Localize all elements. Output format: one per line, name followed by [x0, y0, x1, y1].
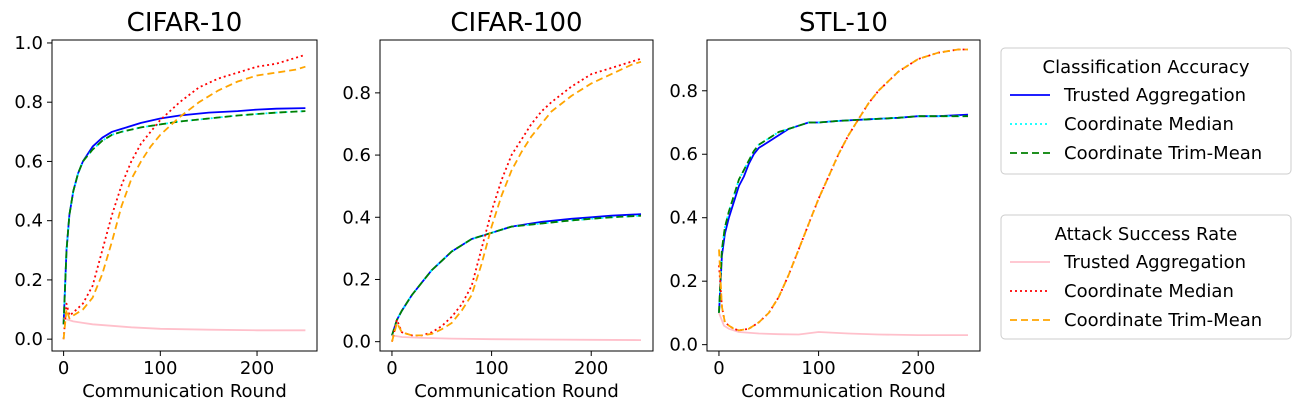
series-line-classification-accuracy-coordinate-trim-mean — [718, 115, 968, 313]
y-tick-label: 0.2 — [14, 270, 43, 291]
y-tick-label: 0.8 — [342, 83, 371, 104]
y-tick-label: 0.6 — [669, 144, 698, 165]
x-axis-label: Communication Round — [414, 381, 619, 402]
x-tick-label: 0 — [713, 358, 724, 379]
y-tick-label: 1.0 — [14, 33, 43, 54]
series-line-attack-success-rate-coordinate-median — [62, 53, 306, 340]
legend-label: Coordinate Median — [1064, 114, 1234, 135]
legend-2: Attack Success Rate Trusted Aggregation Co… — [1000, 214, 1292, 340]
x-tick-label: 200 — [574, 358, 608, 379]
y-tick-label: 0.4 — [342, 207, 371, 228]
chart-panel-2: CIFAR-100 0 100 200 0.0 0.2 0.4 0.6 0.8 Communica… — [342, 8, 654, 402]
y-tick-label: 0.4 — [14, 211, 43, 232]
chart-title: CIFAR-100 — [450, 8, 582, 38]
y-tick-label: 0.4 — [669, 208, 698, 229]
series-line-classification-accuracy-trusted-aggregation — [391, 213, 642, 336]
series-group — [62, 53, 306, 340]
series-line-attack-success-rate-coordinate-trim-mean — [391, 60, 642, 342]
x-tick-label: 100 — [143, 358, 177, 379]
legend-box — [1000, 214, 1292, 340]
series-line-attack-success-rate-trusted-aggregation — [718, 312, 968, 337]
series-line-classification-accuracy-coordinate-median — [391, 214, 642, 336]
plot-frame — [379, 39, 654, 352]
legend-box — [1000, 47, 1292, 175]
legend-label: Coordinate Median — [1064, 281, 1234, 302]
x-tick-label: 0 — [386, 358, 397, 379]
series-line-attack-success-rate-coordinate-trim-mean — [718, 48, 968, 332]
legend-title: Classification Accuracy — [1043, 57, 1250, 78]
y-tick-label: 0.8 — [14, 92, 43, 113]
legend-label: Trusted Aggregation — [1063, 85, 1246, 106]
x-tick-label: 100 — [801, 358, 835, 379]
x-tick-label: 0 — [58, 358, 69, 379]
x-tick-label: 200 — [901, 358, 935, 379]
legend-label: Coordinate Trim-Mean — [1064, 143, 1262, 164]
y-tick-label: 0.6 — [14, 151, 43, 172]
series-line-classification-accuracy-coordinate-trim-mean — [391, 214, 642, 336]
legend-1: Classification Accuracy Trusted Aggregati… — [1000, 47, 1292, 175]
y-tick-label: 0.2 — [669, 271, 698, 292]
chart-panel-3: STL-10 0 100 200 0.0 0.2 0.4 0.6 0.8 Communicatio… — [669, 8, 981, 402]
series-line-attack-success-rate-coordinate-median — [391, 57, 642, 342]
series-line-classification-accuracy-coordinate-trim-mean — [62, 110, 306, 325]
y-tick-label: 0.0 — [14, 329, 43, 350]
series-line-classification-accuracy-trusted-aggregation — [62, 107, 306, 325]
chart-title: CIFAR-10 — [127, 8, 243, 38]
legend-label: Trusted Aggregation — [1063, 252, 1246, 273]
y-tick-label: 0.6 — [342, 145, 371, 166]
y-tick-label: 0.0 — [342, 332, 371, 353]
chart-panel-1: CIFAR-10 0 100 200 0.0 0.2 0.4 0.6 0.8 1.0 Communi… — [14, 8, 318, 402]
y-tick-label: 0.8 — [669, 81, 698, 102]
plot-frame — [51, 39, 318, 352]
x-axis-label: Communication Round — [741, 381, 946, 402]
plot-frame — [706, 39, 981, 352]
series-group — [391, 57, 642, 342]
series-line-attack-success-rate-coordinate-trim-mean — [62, 65, 306, 340]
series-line-attack-success-rate-trusted-aggregation — [391, 334, 642, 341]
series-group — [718, 48, 969, 337]
x-tick-label: 200 — [240, 358, 274, 379]
series-line-attack-success-rate-coordinate-median — [718, 48, 968, 332]
x-tick-label: 100 — [474, 358, 508, 379]
y-tick-label: 0.0 — [669, 335, 698, 356]
chart-title: STL-10 — [799, 8, 888, 38]
legend-label: Coordinate Trim-Mean — [1064, 310, 1262, 331]
legend-title: Attack Success Rate — [1055, 224, 1238, 245]
series-line-attack-success-rate-trusted-aggregation — [63, 317, 306, 332]
x-axis-label: Communication Round — [82, 381, 287, 402]
y-tick-label: 0.2 — [342, 269, 371, 290]
